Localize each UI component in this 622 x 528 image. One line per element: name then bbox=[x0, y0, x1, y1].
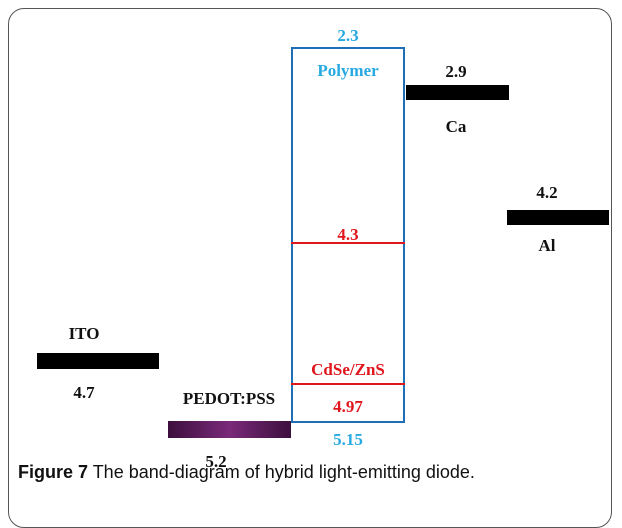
polymer-homo-value: 5.15 bbox=[333, 430, 363, 449]
polymer-label: Polymer bbox=[317, 61, 379, 80]
ito-value: 4.7 bbox=[73, 383, 95, 402]
pedot-level-bar bbox=[168, 421, 291, 438]
al-label: Al bbox=[538, 236, 556, 255]
pedot-label: PEDOT:PSS bbox=[182, 389, 276, 408]
qd-lower-level-line bbox=[291, 383, 405, 385]
al-level-bar bbox=[507, 210, 609, 225]
ca-label: Ca bbox=[445, 117, 467, 136]
pedot-value: 5.2 bbox=[205, 452, 227, 471]
ito-level-bar bbox=[37, 353, 159, 369]
qd-upper-level-line bbox=[291, 242, 405, 244]
ito-label: ITO bbox=[68, 324, 100, 343]
ca-value: 2.9 bbox=[445, 62, 467, 81]
qd-label: CdSe/ZnS bbox=[311, 360, 385, 379]
qd-upper-value: 4.3 bbox=[337, 225, 359, 244]
figure-caption: Figure 7 The band-diagram of hybrid ligh… bbox=[18, 462, 475, 483]
polymer-band-box bbox=[291, 47, 405, 423]
caption-text: The band-diagram of hybrid light-emittin… bbox=[88, 462, 475, 482]
al-value: 4.2 bbox=[536, 183, 558, 202]
polymer-lumo-value: 2.3 bbox=[337, 26, 359, 45]
ca-level-bar bbox=[406, 85, 509, 100]
figure-frame bbox=[8, 8, 612, 528]
qd-lower-value: 4.97 bbox=[333, 397, 363, 416]
figure-label: Figure 7 bbox=[18, 462, 89, 482]
